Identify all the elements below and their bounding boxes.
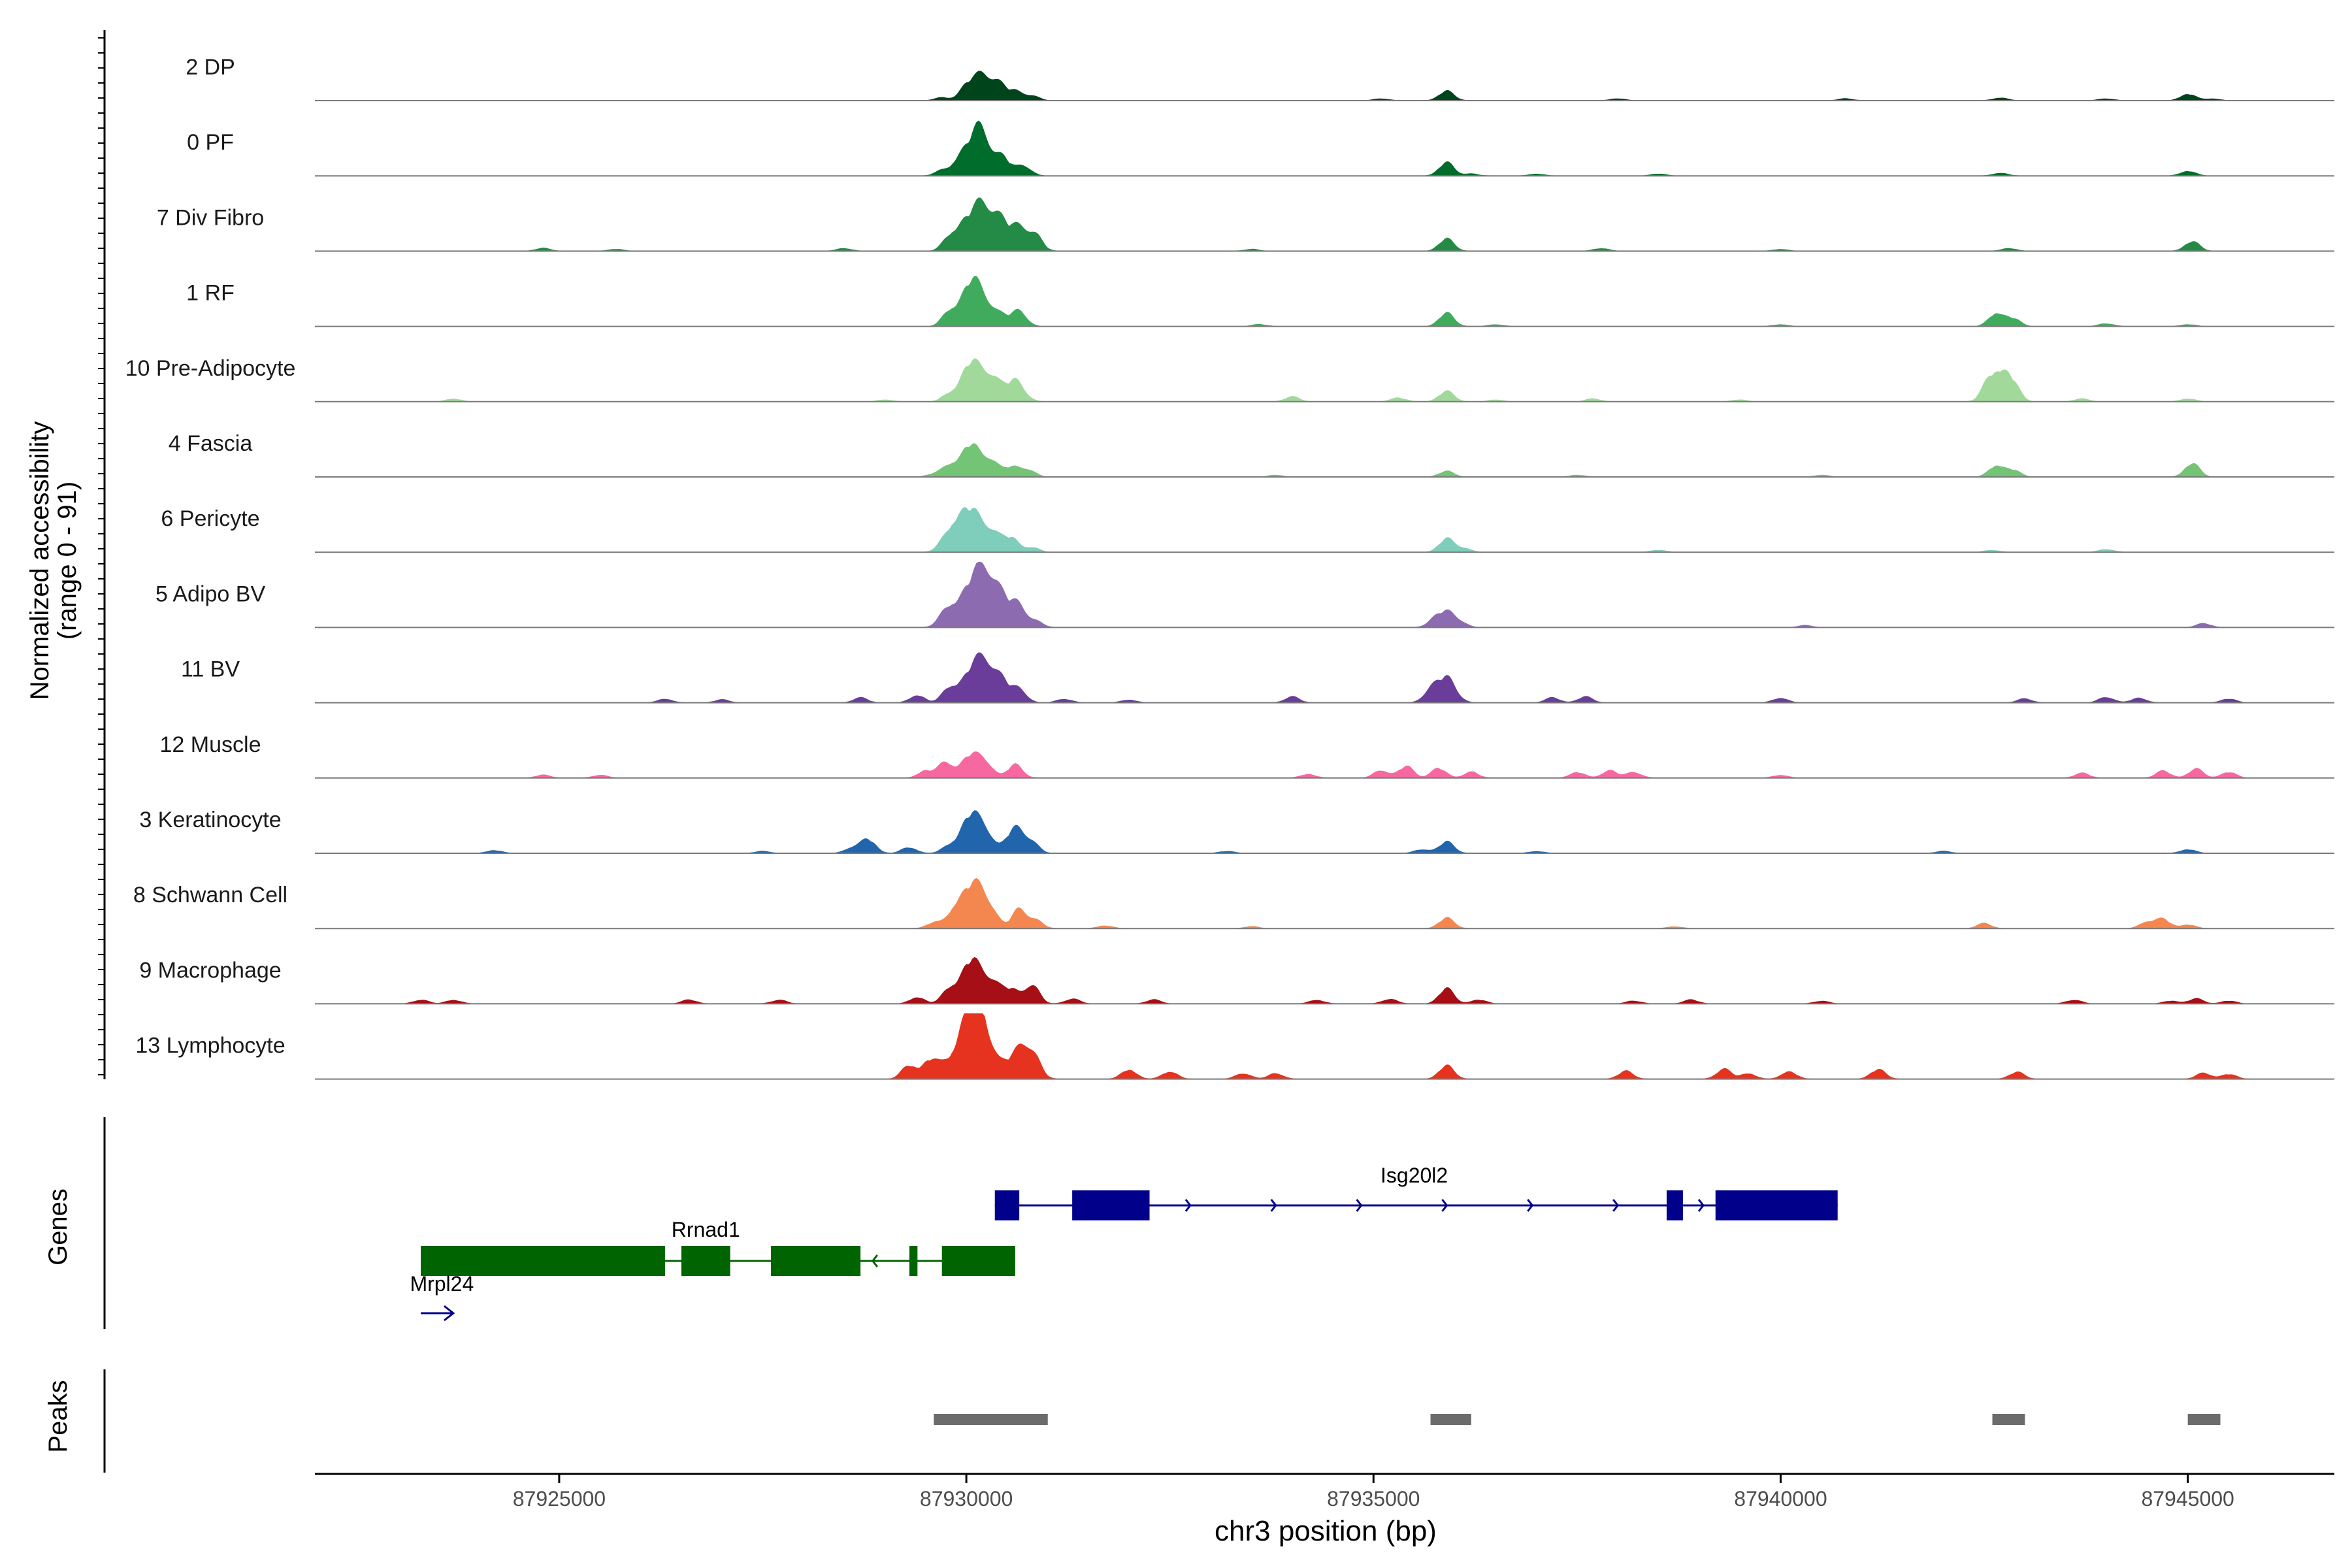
- gene-exon: [421, 1246, 665, 1276]
- peaks-panel-label: Peaks: [44, 1380, 73, 1452]
- track-10: 12 Muscle: [160, 732, 2334, 779]
- coverage-area: [331, 810, 2294, 854]
- strand-arrow: [1612, 1199, 1620, 1212]
- track-label: 8 Schwann Cell: [133, 883, 287, 907]
- gene-mrpl24: Mrpl24: [410, 1272, 474, 1322]
- track-label: 1 RF: [186, 281, 235, 306]
- strand-arrow: [1441, 1199, 1448, 1212]
- track-label: 13 Lymphocyte: [135, 1034, 285, 1058]
- gene-exon: [1715, 1190, 1838, 1220]
- x-axis: 87925000 87930000 87935000 87940000 87945000: [315, 1473, 2334, 1511]
- strand-arrow: [1356, 1199, 1363, 1212]
- gene-exon: [941, 1246, 1015, 1276]
- coverage-area: [331, 120, 2294, 176]
- track-3: 7 Div Fibro: [157, 197, 2334, 252]
- track-label: 2 DP: [186, 55, 235, 80]
- coverage-area: [331, 652, 2294, 704]
- gene-annotation-panel: Isg20l2 Rrnad1 Mrpl24: [103, 1117, 1838, 1329]
- track-12: 8 Schwann Cell: [133, 877, 2334, 930]
- x-tick-label: 87945000: [2141, 1487, 2234, 1511]
- y-axis-label: Normalized accessibility: [25, 421, 54, 700]
- peak-annotation-panel: [103, 1369, 2221, 1473]
- peak-region: [1992, 1414, 2025, 1425]
- peak-region: [1430, 1414, 1471, 1425]
- x-tick-label: 87935000: [1327, 1487, 1420, 1511]
- track-5: 10 Pre-Adipocyte: [125, 356, 2334, 402]
- gene-exon: [770, 1246, 861, 1276]
- peak-region: [2187, 1414, 2221, 1425]
- coverage-area: [331, 443, 2294, 478]
- gene-label: Isg20l2: [1380, 1164, 1448, 1187]
- coverage-area: [331, 507, 2294, 553]
- strand-arrow: [1527, 1199, 1534, 1212]
- track-6: 4 Fascia: [169, 431, 2334, 478]
- track-label: 6 Pericyte: [161, 506, 259, 531]
- gene-rrnad1: Rrnad1: [421, 1218, 1015, 1276]
- track-2: 0 PF: [187, 120, 2334, 177]
- coverage-area: [331, 956, 2294, 1004]
- track-label: 3 Keratinocyte: [139, 808, 281, 832]
- genes-panel-label: Genes: [44, 1188, 73, 1266]
- track-8: 5 Adipo BV: [155, 561, 2334, 629]
- track-14: 13 Lymphocyte: [135, 1013, 2334, 1080]
- track-label: 9 Macrophage: [139, 958, 281, 983]
- strand-arrow: [1697, 1199, 1705, 1212]
- gene-exon: [994, 1190, 1020, 1220]
- strand-arrow: [1270, 1199, 1277, 1212]
- track-13: 9 Macrophage: [139, 956, 2334, 1005]
- coverage-area: [331, 71, 2294, 101]
- x-axis-label: chr3 position (bp): [1215, 1515, 1437, 1547]
- coverage-tracks: 2 DP 0 PF 7 Div Fibro 1 RF 10 Pre-Adipocyte 4…: [98, 30, 2334, 1080]
- coverage-area: [331, 358, 2294, 402]
- track-label: 4 Fascia: [169, 431, 253, 456]
- coverage-area: [331, 751, 2294, 779]
- gene-label: Mrpl24: [410, 1272, 474, 1296]
- peak-region: [934, 1414, 1048, 1425]
- strand-arrow: [871, 1254, 878, 1267]
- gene-isg20l2: Isg20l2: [994, 1164, 1838, 1220]
- coverage-area: [331, 877, 2294, 929]
- strand-arrow: [1184, 1199, 1192, 1212]
- coverage-area: [331, 561, 2294, 628]
- track-11: 3 Keratinocyte: [139, 808, 2334, 854]
- x-tick-label: 87925000: [513, 1487, 606, 1511]
- track-7: 6 Pericyte: [161, 506, 2334, 553]
- strand-arrow: [443, 1305, 455, 1322]
- gene-exon: [909, 1246, 918, 1276]
- x-tick-label: 87930000: [920, 1487, 1013, 1511]
- track-9: 11 BV: [181, 652, 2334, 704]
- track-1: 2 DP: [186, 55, 2334, 101]
- track-label: 11 BV: [181, 657, 240, 682]
- y-axis-range-label: (range 0 - 91): [53, 482, 82, 640]
- gene-label: Rrnad1: [672, 1218, 740, 1241]
- track-label: 12 Muscle: [160, 732, 261, 757]
- gene-exon: [1072, 1190, 1150, 1220]
- track-label: 5 Adipo BV: [155, 581, 266, 606]
- gene-exon: [681, 1246, 730, 1276]
- x-tick-label: 87940000: [1734, 1487, 1827, 1511]
- gene-exon: [1666, 1190, 1683, 1220]
- track-label: 0 PF: [187, 130, 234, 155]
- coverage-area: [331, 197, 2294, 252]
- coverage-area: [331, 1013, 2294, 1080]
- coverage-area: [331, 276, 2294, 327]
- track-4: 1 RF: [186, 276, 2334, 327]
- track-label: 7 Div Fibro: [157, 205, 264, 230]
- track-label: 10 Pre-Adipocyte: [125, 356, 296, 381]
